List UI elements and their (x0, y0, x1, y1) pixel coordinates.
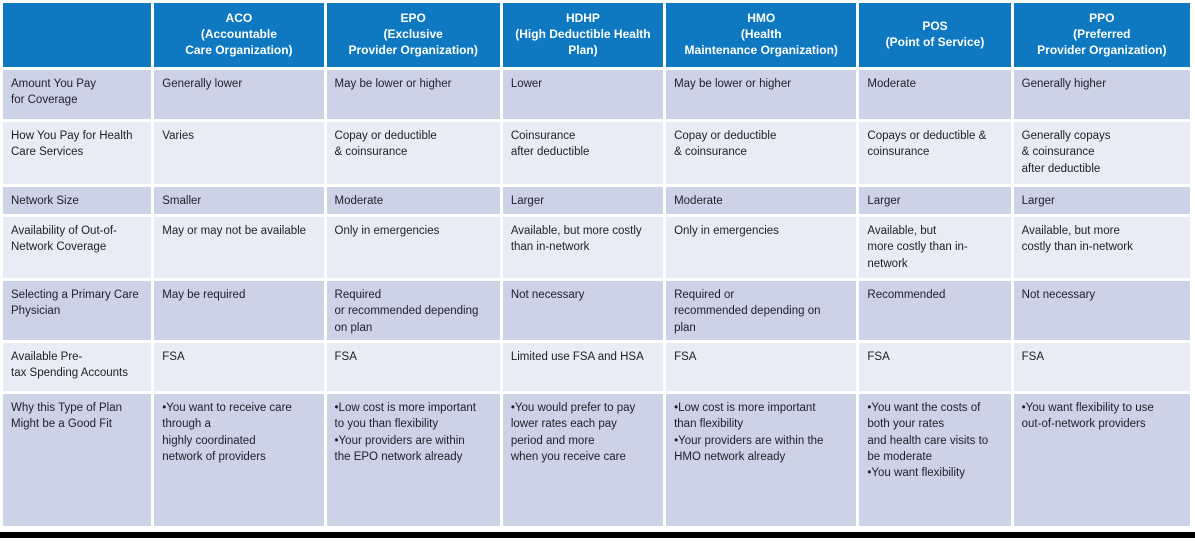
table-cell: FSA (859, 342, 1011, 391)
table-cell: FSA (666, 342, 857, 391)
column-header-hdhp: HDHP (High Deductible Health Plan) (502, 3, 664, 67)
table-cell: May be lower or higher (666, 70, 857, 119)
column-header-ppo: PPO (Preferred Provider Organization) (1013, 3, 1190, 67)
column-header-epo: EPO (Exclusive Provider Organization) (326, 3, 500, 67)
table-cell: Generally higher (1013, 70, 1190, 119)
column-header-blank (3, 3, 152, 67)
row-network-size: Network Size Smaller Moderate Larger Mod… (3, 187, 1190, 214)
table-cell: •You would prefer to pay lower rates eac… (502, 393, 664, 526)
row-label-how-you-pay: How You Pay for Health Care Services (3, 122, 152, 184)
bottom-rule (0, 531, 1195, 538)
table-cell: Required or recommended depending on pla… (666, 281, 857, 340)
row-label-pretax-spending-accounts: Available Pre- tax Spending Accounts (3, 342, 152, 391)
table-cell: Generally copays & coinsurance after ded… (1013, 122, 1190, 184)
header-row: ACO (Accountable Care Organization) EPO … (3, 3, 1190, 67)
table-cell: Available, but more costly than in-netwo… (502, 217, 664, 278)
table-cell: Not necessary (502, 281, 664, 340)
column-header-hmo: HMO (Health Maintenance Organization) (666, 3, 857, 67)
table-cell: Lower (502, 70, 664, 119)
table-cell: Only in emergencies (326, 217, 500, 278)
table-cell: Only in emergencies (666, 217, 857, 278)
table-cell: •You want to receive care through a high… (154, 393, 324, 526)
table-cell: Not necessary (1013, 281, 1190, 340)
row-label-out-of-network: Availability of Out-of- Network Coverage (3, 217, 152, 278)
table-cell: FSA (326, 342, 500, 391)
table-cell: FSA (154, 342, 324, 391)
table-cell: Copay or deductible & coinsurance (666, 122, 857, 184)
table-cell: Larger (502, 187, 664, 214)
row-why-good-fit: Why this Type of Plan Might be a Good Fi… (3, 393, 1190, 526)
table-cell: May or may not be available (154, 217, 324, 278)
table-cell: FSA (1013, 342, 1190, 391)
table-cell: Varies (154, 122, 324, 184)
table-cell: Moderate (326, 187, 500, 214)
row-pretax-spending-accounts: Available Pre- tax Spending Accounts FSA… (3, 342, 1190, 391)
table-cell: Moderate (666, 187, 857, 214)
table-cell: Limited use FSA and HSA (502, 342, 664, 391)
row-amount-you-pay: Amount You Pay for Coverage Generally lo… (3, 70, 1190, 119)
plan-comparison-table: ACO (Accountable Care Organization) EPO … (3, 3, 1190, 526)
column-header-pos: POS (Point of Service) (859, 3, 1011, 67)
table-cell: Recommended (859, 281, 1011, 340)
row-label-why-good-fit: Why this Type of Plan Might be a Good Fi… (3, 393, 152, 526)
table-cell: Required or recommended depending on pla… (326, 281, 500, 340)
table-cell: Smaller (154, 187, 324, 214)
row-label-network-size: Network Size (3, 187, 152, 214)
table-cell: May be lower or higher (326, 70, 500, 119)
table-cell: Larger (859, 187, 1011, 214)
table-cell: •Low cost is more important to you than … (326, 393, 500, 526)
table-cell: Copay or deductible & coinsurance (326, 122, 500, 184)
row-label-primary-care-physician: Selecting a Primary Care Physician (3, 281, 152, 340)
row-label-amount-you-pay: Amount You Pay for Coverage (3, 70, 152, 119)
table-cell: Copays or deductible & coinsurance (859, 122, 1011, 184)
table-cell: Available, but more costly than in- netw… (859, 217, 1011, 278)
row-out-of-network: Availability of Out-of- Network Coverage… (3, 217, 1190, 278)
column-header-aco: ACO (Accountable Care Organization) (154, 3, 324, 67)
table-cell: Available, but more costly than in-netwo… (1013, 217, 1190, 278)
table-cell: •You want flexibility to use out-of-netw… (1013, 393, 1190, 526)
table-cell: May be required (154, 281, 324, 340)
row-how-you-pay: How You Pay for Health Care Services Var… (3, 122, 1190, 184)
table-cell: Coinsurance after deductible (502, 122, 664, 184)
row-primary-care-physician: Selecting a Primary Care Physician May b… (3, 281, 1190, 340)
table-cell: •You want the costs of both your rates a… (859, 393, 1011, 526)
table-cell: Larger (1013, 187, 1190, 214)
table-cell: Generally lower (154, 70, 324, 119)
table-cell: Moderate (859, 70, 1011, 119)
table-cell: •Low cost is more important than flexibi… (666, 393, 857, 526)
